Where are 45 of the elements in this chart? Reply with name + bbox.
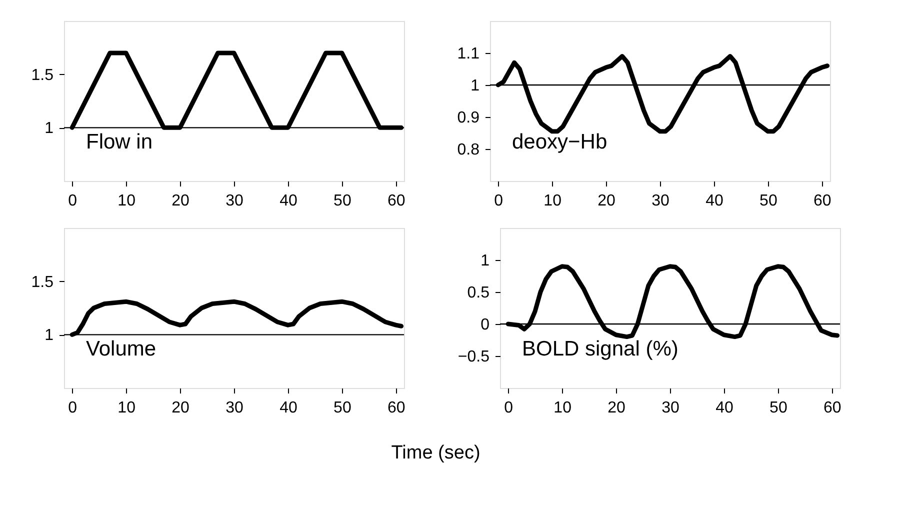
x-tick-label: 20 [172, 400, 190, 416]
y-tick-label: 1.1 [457, 46, 480, 62]
x-tick-label: 50 [760, 192, 778, 210]
x-tick-label: 30 [652, 192, 670, 210]
x-tick-label: 40 [716, 400, 734, 416]
x-tick-label: 40 [280, 400, 298, 416]
x-tick-label: 50 [770, 400, 788, 416]
x-tick-label: 60 [388, 400, 406, 416]
annotation: BOLD signal (%) [522, 338, 678, 361]
y-tick-label: 0 [480, 316, 490, 334]
x-axis-title: Time (sec) [391, 442, 480, 464]
annotation: Flow in [86, 130, 153, 154]
x-tick-label: 30 [662, 400, 680, 416]
x-tick-label: 50 [334, 400, 352, 416]
y-tick-label: 1 [44, 327, 54, 344]
y-tick-label: 1 [44, 120, 54, 138]
annotation: deoxy−Hb [512, 130, 608, 154]
y-tick-label: 1.5 [31, 66, 54, 84]
x-tick-label: 60 [814, 192, 832, 210]
y-tick-label: 0.8 [457, 142, 480, 158]
y-tick-label: 0.5 [467, 284, 490, 302]
x-tick-label: 50 [334, 192, 352, 210]
x-tick-label: 10 [118, 400, 136, 416]
x-tick-label: 0 [68, 400, 78, 416]
x-tick-label: 10 [554, 400, 572, 416]
x-tick-label: 30 [226, 400, 244, 416]
x-tick-label: 60 [824, 400, 842, 416]
x-tick-label: 60 [388, 192, 406, 210]
x-tick-label: 20 [172, 192, 190, 210]
x-tick-label: 40 [706, 192, 724, 210]
y-tick-label: 1.5 [31, 274, 54, 291]
x-tick-label: 30 [226, 192, 244, 210]
y-tick-label: 1 [480, 252, 490, 270]
y-tick-label: −0.5 [458, 348, 490, 366]
x-tick-label: 0 [504, 400, 514, 416]
y-tick-label: 0.9 [457, 110, 480, 126]
annotation: Volume [86, 338, 156, 361]
x-tick-label: 0 [68, 192, 78, 210]
x-tick-label: 40 [280, 192, 298, 210]
x-tick-label: 20 [608, 400, 626, 416]
x-tick-label: 20 [598, 192, 616, 210]
x-tick-label: 10 [118, 192, 136, 210]
y-tick-label: 1 [470, 78, 480, 94]
x-tick-label: 0 [494, 192, 504, 210]
x-tick-label: 10 [544, 192, 562, 210]
